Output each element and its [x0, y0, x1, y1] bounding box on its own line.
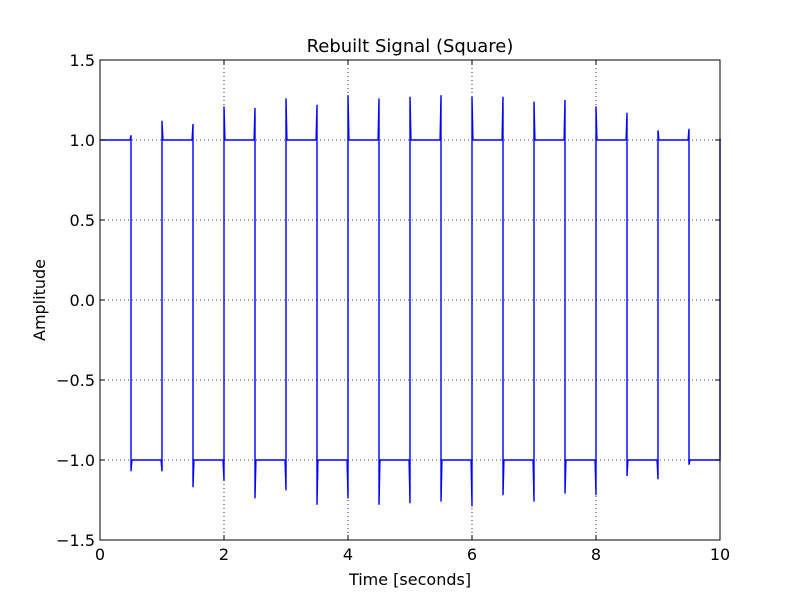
tick-marks	[99, 59, 721, 541]
y-tick-label: 0.0	[70, 291, 95, 310]
y-tick-label: 1.0	[70, 131, 95, 150]
series-layer	[100, 95, 721, 507]
y-tick-label: −1.0	[56, 451, 95, 470]
x-tick-label: 8	[591, 545, 601, 564]
x-tick-label: 6	[467, 545, 477, 564]
y-tick-label: −0.5	[56, 371, 95, 390]
x-tick-label: 0	[95, 545, 105, 564]
y-tick-label: −1.5	[56, 531, 95, 550]
y-axis-label: Amplitude	[30, 259, 49, 341]
chart-title: Rebuilt Signal (Square)	[307, 36, 514, 57]
x-tick-label: 10	[710, 545, 730, 564]
x-axis-label: Time [seconds]	[348, 570, 471, 589]
x-tick-labels: 0 2 4 6 8 10	[95, 545, 730, 564]
y-tick-label: 1.5	[70, 51, 95, 70]
x-tick-label: 4	[343, 545, 353, 564]
y-tick-label: 0.5	[70, 211, 95, 230]
y-tick-labels: 1.5 1.0 0.5 0.0 −0.5 −1.0 −1.5	[56, 51, 95, 550]
signal-line	[100, 95, 721, 507]
x-tick-label: 2	[219, 545, 229, 564]
